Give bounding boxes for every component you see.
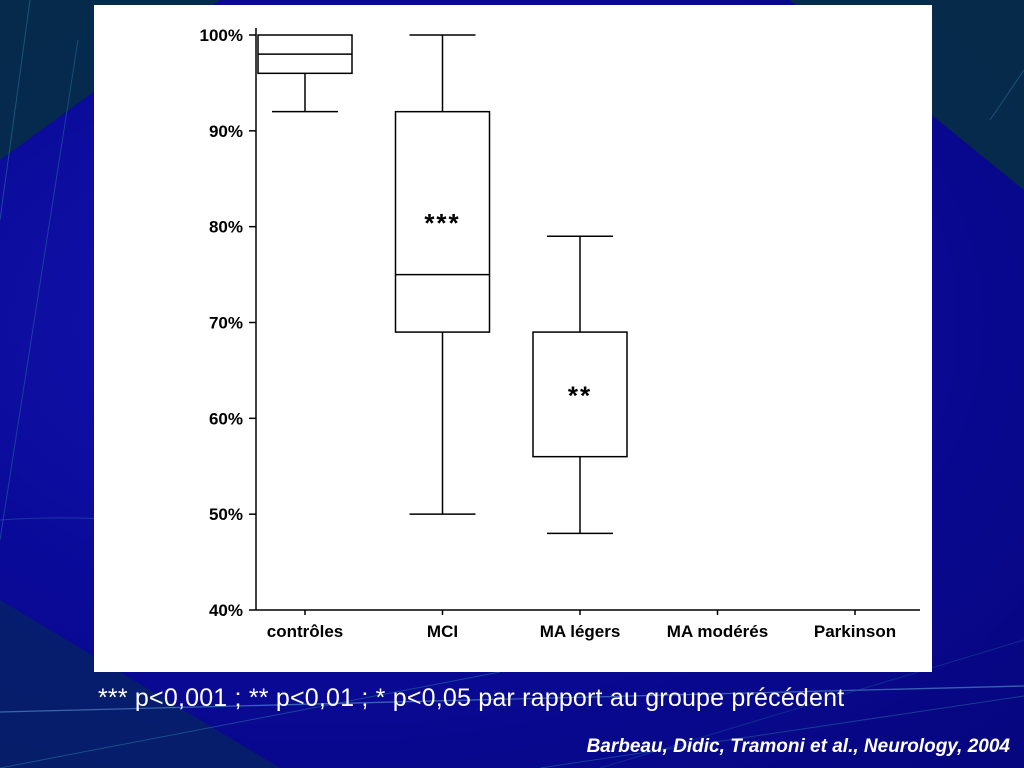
decor-line [989,69,1024,121]
y-tick-label: 70% [209,314,243,333]
x-category-label: Parkinson [814,622,896,641]
y-tick-label: 60% [209,409,243,428]
y-tick-label: 100% [200,26,243,45]
x-category-label: MA légers [540,622,621,641]
decor-line [599,639,1024,768]
significance-footnote: *** p<0,001 ; ** p<0,01 ; * p<0,05 par r… [98,684,845,712]
box [394,110,491,333]
decor-line [0,685,1024,713]
decor-line [0,671,501,768]
x-category-label: contrôles [267,622,344,641]
significance-stars: ** [568,380,592,410]
y-tick-label: 40% [209,601,243,620]
y-tick-label: 50% [209,505,243,524]
boxplot-chart: 40% 50% 60% 70% 80% 90% 100% contrôles MCI *** MA … [200,26,920,641]
decor-line [0,39,79,541]
y-tick-label: 80% [209,218,243,237]
decor-line [539,695,1024,768]
x-category-label: MA modérés [667,622,768,641]
y-tick-label: 90% [209,122,243,141]
corner-shade-bottom-left [0,600,280,768]
box [532,331,628,458]
x-category-label: MCI [427,622,458,641]
decor-line [0,0,31,221]
significance-stars: *** [424,208,460,238]
chart-panel: 40% 50% 60% 70% 80% 90% 100% contrôles MCI *** MA … [94,5,932,672]
citation: Barbeau, Didic, Tramoni et al., Neurolog… [586,736,1010,757]
